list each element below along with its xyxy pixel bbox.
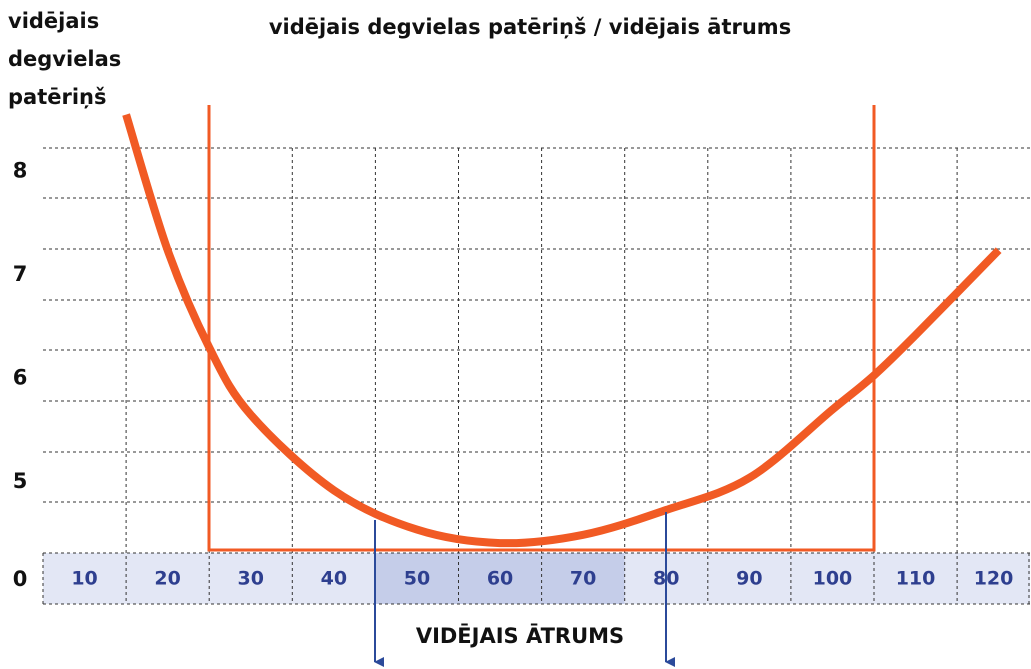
y-axis-label: degvielas: [8, 47, 121, 71]
category-cell: [790, 553, 874, 604]
x-tick-label: 90: [736, 568, 762, 590]
x-tick-label: 20: [154, 568, 180, 590]
y-axis-label: vidējais: [8, 9, 99, 33]
category-cell: [375, 553, 459, 604]
category-cell: [458, 553, 542, 604]
x-axis-label: VIDĒJAIS ĀTRUMS: [416, 623, 624, 648]
x-tick-label: 120: [974, 568, 1014, 590]
x-tick-label: 30: [238, 568, 264, 590]
x-tick-label: 40: [321, 568, 347, 590]
category-cell: [957, 553, 1030, 604]
line: [122, 113, 1002, 548]
category-cell: [707, 553, 791, 604]
category-cell: [126, 553, 210, 604]
category-cell: [209, 553, 293, 604]
y-tick-label: 5: [13, 469, 28, 493]
x-tick-label: 70: [570, 568, 596, 590]
category-cell: [43, 553, 127, 604]
x-tick-label: 100: [813, 568, 853, 590]
y-axis-label: patēriņš: [8, 85, 107, 109]
y-tick-label: 6: [13, 366, 28, 390]
x-tick-label: 60: [487, 568, 513, 590]
range-box: [207, 105, 876, 552]
origin-label: 0: [13, 567, 28, 591]
category-cell: [541, 553, 625, 604]
x-tick-label: 10: [71, 568, 97, 590]
y-tick-label: 7: [13, 262, 28, 286]
x-tick-label: 110: [896, 568, 936, 590]
grid: [42, 147, 1030, 605]
category-band: 10 20 30 40 50 60 70 80 90 100 110 120: [43, 553, 1030, 604]
chart-title: vidējais degvielas patēriņš / vidējais ā…: [269, 15, 791, 39]
x-tick-label: 50: [404, 568, 430, 590]
category-cell: [292, 553, 376, 604]
category-cell: [874, 553, 958, 604]
y-tick-label: 8: [13, 159, 28, 183]
